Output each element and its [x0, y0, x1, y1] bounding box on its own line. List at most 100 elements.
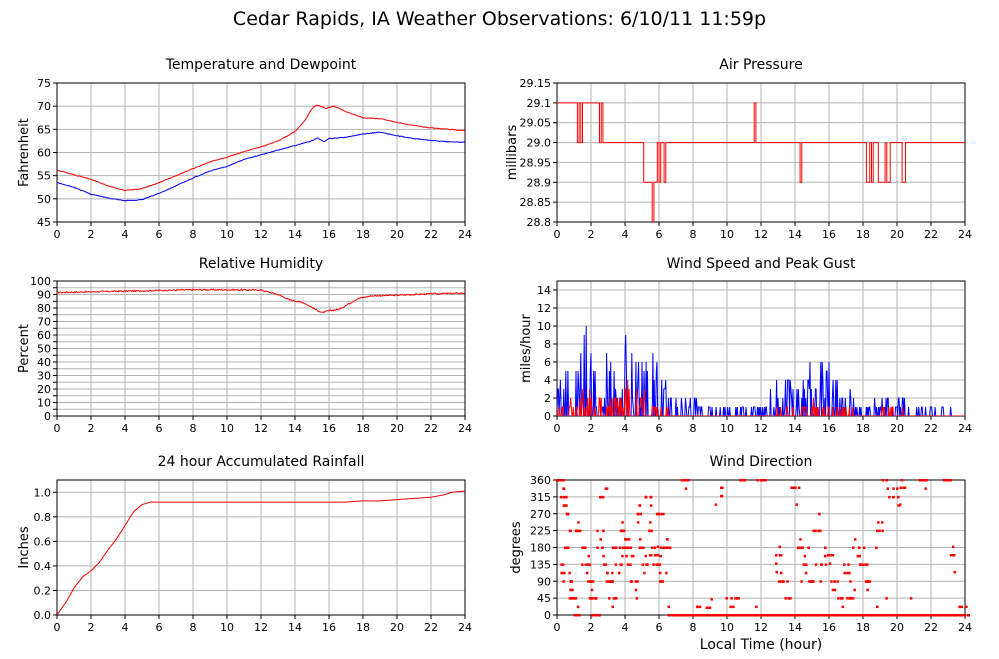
direction-point — [605, 487, 609, 490]
y-tick-label: 29.05 — [520, 117, 552, 130]
x-tick-label: 2 — [88, 621, 95, 634]
x-tick-label: 4 — [122, 621, 129, 634]
direction-point — [576, 605, 580, 609]
direction-point — [885, 614, 888, 617]
direction-point — [758, 614, 762, 617]
direction-point — [909, 597, 913, 600]
direction-point — [679, 614, 682, 617]
direction-point — [778, 545, 781, 549]
y-tick-label: 315 — [530, 491, 551, 504]
direction-point — [841, 605, 845, 609]
direction-point — [840, 614, 843, 617]
direction-point — [901, 614, 904, 617]
x-tick-label: 14 — [288, 621, 302, 634]
direction-point — [950, 614, 953, 617]
x-tick-label: 10 — [720, 422, 734, 435]
direction-point — [814, 529, 817, 533]
direction-point — [562, 479, 565, 482]
direction-point — [643, 571, 646, 575]
direction-point — [705, 606, 709, 609]
direction-point — [638, 504, 641, 507]
x-tick-label: 10 — [220, 621, 234, 634]
direction-point — [807, 614, 811, 617]
direction-point — [877, 521, 880, 524]
direction-point — [858, 614, 862, 617]
direction-point — [893, 614, 896, 617]
direction-point — [577, 521, 580, 524]
direction-point — [656, 554, 660, 557]
y-tick-label: 10 — [537, 320, 551, 333]
y-tick-label: 0 — [544, 609, 551, 622]
direction-point — [654, 554, 657, 557]
direction-point — [876, 605, 879, 609]
direction-point — [852, 546, 855, 549]
x-tick-label: 8 — [690, 621, 697, 634]
direction-point — [853, 538, 857, 541]
direction-point — [828, 614, 831, 617]
direction-point — [598, 614, 601, 617]
direction-point — [564, 546, 567, 549]
direction-point — [641, 546, 645, 549]
x-tick-label: 8 — [190, 422, 197, 435]
direction-point — [730, 614, 733, 617]
direction-point — [966, 614, 970, 617]
direction-point — [746, 614, 749, 617]
y-tick-label: 6 — [544, 356, 551, 369]
direction-point — [615, 546, 618, 549]
direction-point — [956, 614, 959, 617]
direction-point — [862, 546, 866, 549]
direction-point — [708, 606, 712, 609]
direction-point — [577, 529, 580, 533]
direction-point — [584, 563, 588, 566]
y-tick-label: 100 — [30, 275, 51, 288]
direction-point — [721, 614, 725, 617]
direction-point — [625, 554, 628, 558]
direction-point — [724, 614, 727, 617]
direction-point — [836, 580, 839, 583]
direction-point — [949, 554, 953, 557]
direction-point — [879, 614, 882, 617]
direction-point — [664, 546, 668, 549]
direction-point — [591, 580, 595, 583]
wind-series-line — [557, 379, 965, 416]
y-tick-label: 60 — [37, 329, 51, 342]
direction-point — [850, 614, 853, 617]
direction-point — [791, 614, 794, 617]
wind-title: Wind Speed and Peak Gust — [667, 256, 856, 272]
direction-point — [659, 554, 662, 558]
direction-point — [623, 546, 627, 549]
direction-point — [649, 504, 653, 507]
y-tick-label: 20 — [37, 383, 51, 396]
direction-point — [614, 563, 618, 566]
direction-point — [928, 614, 931, 617]
direction-point — [942, 614, 945, 617]
direction-point — [797, 486, 801, 489]
direction-point — [944, 614, 947, 617]
direction-point — [611, 571, 614, 575]
direction-point — [744, 614, 747, 617]
x-tick-label: 20 — [890, 422, 904, 435]
dir-xlabel: Local Time (hour) — [700, 637, 822, 653]
direction-point — [847, 563, 850, 566]
direction-point — [807, 546, 810, 549]
direction-point — [644, 554, 647, 558]
direction-point — [946, 614, 949, 617]
direction-point — [899, 486, 903, 489]
direction-point — [701, 614, 704, 617]
direction-point — [821, 614, 825, 617]
direction-point — [740, 614, 743, 617]
direction-point — [799, 614, 802, 617]
x-tick-label: 14 — [788, 422, 802, 435]
y-tick-label: 45 — [37, 216, 51, 229]
y-tick-label: 90 — [37, 289, 51, 302]
direction-point — [581, 563, 584, 566]
direction-point — [562, 487, 566, 490]
x-tick-label: 2 — [588, 422, 595, 435]
direction-point — [817, 529, 820, 533]
y-tick-label: 60 — [37, 147, 51, 160]
direction-point — [900, 479, 904, 482]
direction-point — [823, 614, 827, 617]
rh-ylabel: Percent — [17, 324, 32, 373]
direction-point — [934, 614, 937, 617]
